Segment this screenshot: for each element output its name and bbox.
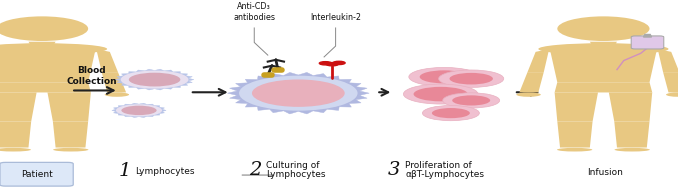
- Circle shape: [432, 108, 470, 118]
- Polygon shape: [0, 92, 37, 121]
- Circle shape: [333, 61, 345, 65]
- Polygon shape: [0, 121, 31, 147]
- Text: Anti-CD₃
antibodies: Anti-CD₃ antibodies: [233, 2, 275, 22]
- Polygon shape: [53, 121, 88, 147]
- Polygon shape: [519, 72, 544, 92]
- Polygon shape: [96, 49, 118, 72]
- FancyBboxPatch shape: [0, 162, 73, 186]
- Ellipse shape: [116, 104, 162, 117]
- Text: Patient: Patient: [21, 170, 52, 179]
- Polygon shape: [609, 92, 652, 121]
- Text: Lymphocytes: Lymphocytes: [266, 170, 326, 179]
- Polygon shape: [527, 49, 549, 72]
- Ellipse shape: [53, 148, 88, 151]
- Circle shape: [422, 105, 479, 121]
- Polygon shape: [102, 72, 126, 92]
- Ellipse shape: [557, 148, 593, 151]
- Text: αβT-Lymphocytes: αβT-Lymphocytes: [405, 170, 485, 179]
- Ellipse shape: [121, 106, 157, 115]
- Polygon shape: [0, 46, 96, 82]
- Ellipse shape: [252, 79, 344, 107]
- Text: 2: 2: [249, 161, 261, 179]
- FancyBboxPatch shape: [631, 36, 664, 49]
- Text: Lymphocytes: Lymphocytes: [136, 167, 195, 176]
- Polygon shape: [614, 121, 650, 147]
- Polygon shape: [557, 121, 593, 147]
- Polygon shape: [549, 46, 658, 82]
- Ellipse shape: [538, 43, 669, 55]
- Ellipse shape: [121, 70, 188, 89]
- Polygon shape: [228, 72, 369, 114]
- Text: Proliferation of: Proliferation of: [405, 161, 472, 170]
- Ellipse shape: [614, 148, 650, 151]
- Circle shape: [414, 87, 468, 101]
- Text: 3: 3: [388, 161, 400, 179]
- Polygon shape: [28, 42, 56, 46]
- Ellipse shape: [666, 92, 678, 97]
- Polygon shape: [115, 69, 194, 90]
- Text: Infusion: Infusion: [588, 168, 623, 177]
- Text: Interleukin-2: Interleukin-2: [310, 13, 361, 22]
- Polygon shape: [658, 49, 678, 72]
- Circle shape: [439, 70, 504, 87]
- Ellipse shape: [129, 73, 180, 87]
- Polygon shape: [663, 72, 678, 92]
- Circle shape: [420, 70, 468, 83]
- Circle shape: [403, 84, 478, 104]
- Ellipse shape: [0, 148, 31, 151]
- Polygon shape: [112, 103, 166, 117]
- Polygon shape: [555, 82, 652, 92]
- Ellipse shape: [0, 43, 107, 55]
- Circle shape: [443, 93, 500, 108]
- Circle shape: [450, 73, 493, 84]
- Circle shape: [319, 62, 332, 65]
- Polygon shape: [643, 35, 652, 37]
- Text: Blood
Collection: Blood Collection: [66, 66, 117, 86]
- Circle shape: [326, 63, 338, 66]
- Polygon shape: [0, 82, 91, 92]
- Circle shape: [0, 16, 88, 41]
- Text: 1: 1: [119, 162, 131, 180]
- Text: Culturing of: Culturing of: [266, 161, 320, 170]
- Ellipse shape: [104, 92, 129, 97]
- Circle shape: [409, 67, 479, 86]
- Polygon shape: [590, 42, 617, 46]
- Circle shape: [452, 95, 490, 105]
- Ellipse shape: [239, 76, 357, 111]
- Circle shape: [557, 16, 650, 41]
- Polygon shape: [555, 92, 598, 121]
- Polygon shape: [47, 92, 91, 121]
- Ellipse shape: [517, 92, 541, 97]
